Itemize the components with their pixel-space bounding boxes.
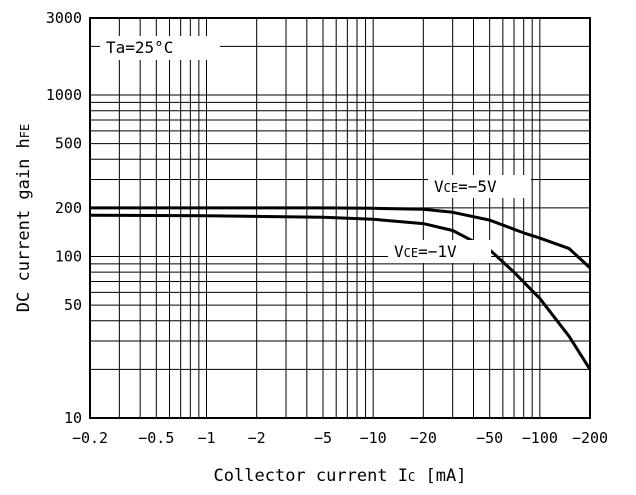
x-tick-label: −2 <box>248 429 266 447</box>
y-tick-label: 1000 <box>46 86 82 104</box>
annotation-temp: Ta=25°C <box>106 38 173 57</box>
x-tick-label: −0.5 <box>138 429 174 447</box>
plot-frame <box>89 17 591 419</box>
series-label-ce: CE <box>404 246 418 260</box>
series-label-background <box>388 240 491 263</box>
x-tick-label: −5 <box>314 429 332 447</box>
series-label-value: =−5V <box>458 177 497 196</box>
series-label-v: V <box>434 177 444 196</box>
y-axis-label: DC current gain hFE <box>14 124 34 312</box>
x-axis-label-main: Collector current I <box>214 466 408 486</box>
series-label-vce-5v: VCE=−5V <box>434 177 497 196</box>
x-tick-label: −200 <box>572 429 608 447</box>
x-tick-label: −10 <box>360 429 387 447</box>
series-label-value: =−1V <box>418 242 457 261</box>
x-tick-label: −100 <box>522 429 558 447</box>
y-tick-label: 100 <box>55 248 82 266</box>
y-tick-label: 3000 <box>46 9 82 27</box>
x-axis-label-sub: C <box>408 470 415 484</box>
x-tick-label: −50 <box>476 429 503 447</box>
series-label-background <box>428 175 531 198</box>
x-axis-label: Collector current IC [mA] <box>214 466 467 486</box>
y-tick-label: 200 <box>55 199 82 217</box>
y-axis-label-sub: FE <box>18 124 32 138</box>
y-tick-label: 500 <box>55 135 82 153</box>
x-tick-labels: −0.2 −0.5 −1 −2 −5 −10 −20 −50 −100 −200 <box>72 429 608 447</box>
x-tick-label: −20 <box>410 429 437 447</box>
x-axis-label-tail: [mA] <box>415 466 466 486</box>
annotation-temp-background <box>100 36 220 60</box>
y-tick-label: 50 <box>64 296 82 314</box>
series-label-vce-1v: VCE=−1V <box>394 242 457 261</box>
y-tick-labels: 10 50 100 200 500 1000 3000 <box>46 9 82 427</box>
series-line-vce-5v <box>90 206 592 269</box>
series-layer <box>89 206 592 371</box>
series-label-ce: CE <box>444 181 458 195</box>
series-label-v: V <box>394 242 404 261</box>
x-tick-label: −1 <box>197 429 215 447</box>
y-tick-label: 10 <box>64 409 82 427</box>
y-axis-label-main: DC current gain h <box>14 138 34 312</box>
series-line-vce-1v <box>89 213 592 371</box>
x-tick-label: −0.2 <box>72 429 108 447</box>
